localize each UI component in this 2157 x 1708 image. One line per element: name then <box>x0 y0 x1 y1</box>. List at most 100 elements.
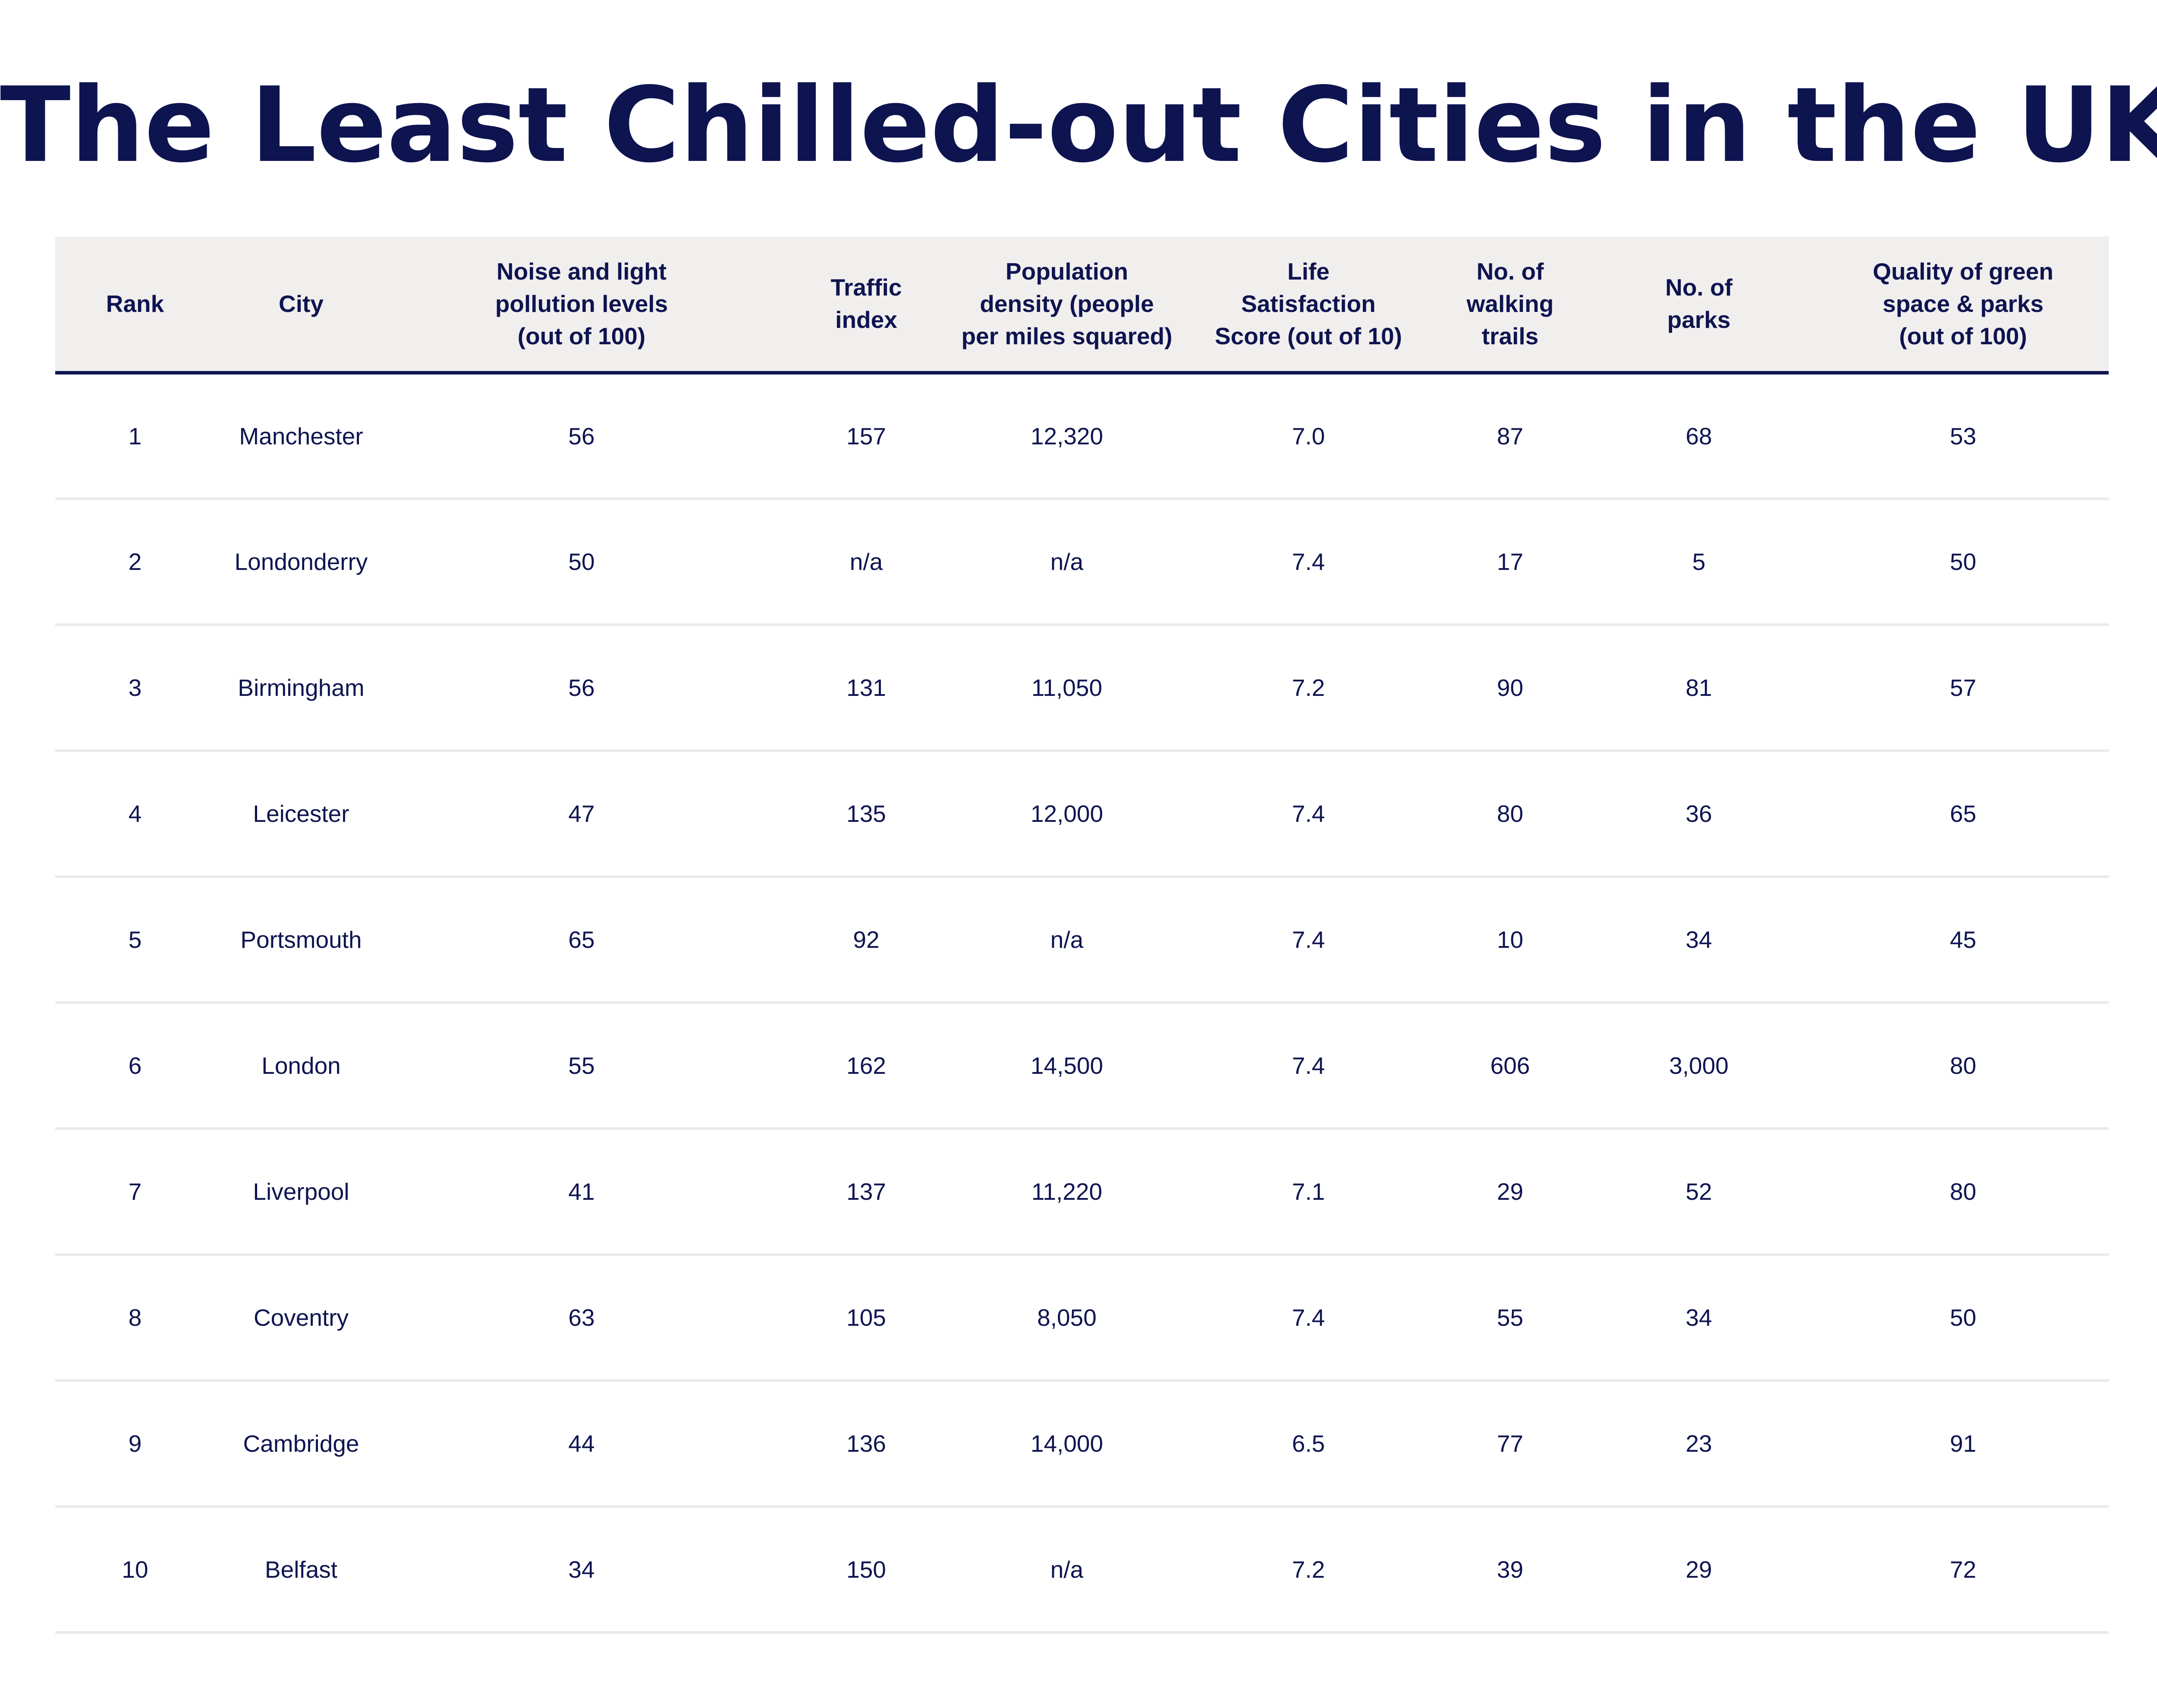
cell-walking-trails: 39 <box>1440 1507 1580 1634</box>
cell-city: Cambridge <box>215 1381 387 1508</box>
cell-green-space-quality: 65 <box>1817 751 2109 878</box>
cell-life-satisfaction: 7.0 <box>1177 373 1440 500</box>
column-header-parks: No. of parks <box>1580 236 1817 374</box>
cell-city: Leicester <box>215 751 387 878</box>
cell-life-satisfaction: 7.2 <box>1177 625 1440 752</box>
cell-traffic-index: n/a <box>776 499 957 626</box>
cell-rank: 10 <box>55 1507 215 1634</box>
cell-walking-trails: 87 <box>1440 373 1580 500</box>
table-row: 4 Leicester 47 135 12,000 7.4 80 36 65 <box>55 751 2109 878</box>
cell-life-satisfaction: 7.4 <box>1177 877 1440 1004</box>
cell-traffic-index: 92 <box>776 877 957 1004</box>
cell-life-satisfaction: 7.4 <box>1177 1003 1440 1130</box>
cell-life-satisfaction: 6.5 <box>1177 1381 1440 1508</box>
cell-city: London <box>215 1003 387 1130</box>
cell-noise-light-pollution: 44 <box>387 1381 776 1508</box>
cell-walking-trails: 77 <box>1440 1381 1580 1508</box>
cell-walking-trails: 29 <box>1440 1129 1580 1256</box>
cell-traffic-index: 105 <box>776 1255 957 1382</box>
cell-noise-light-pollution: 56 <box>387 373 776 500</box>
column-header-green-space-quality: Quality of green space & parks (out of 1… <box>1817 236 2109 374</box>
cell-population-density: 11,220 <box>957 1129 1177 1256</box>
cell-population-density: 12,320 <box>957 373 1177 500</box>
cell-walking-trails: 55 <box>1440 1255 1580 1382</box>
cell-parks: 5 <box>1580 499 1817 626</box>
cell-population-density: n/a <box>957 499 1177 626</box>
cell-city: Coventry <box>215 1255 387 1382</box>
column-header-population-density: Population density (people per miles squ… <box>957 236 1177 374</box>
cell-rank: 8 <box>55 1255 215 1382</box>
cell-parks: 34 <box>1580 877 1817 1004</box>
cell-parks: 3,000 <box>1580 1003 1817 1130</box>
header-row: Rank City Noise and light pollution levels… <box>55 236 2109 374</box>
cell-city: Liverpool <box>215 1129 387 1256</box>
cell-population-density: 14,500 <box>957 1003 1177 1130</box>
cell-life-satisfaction: 7.2 <box>1177 1507 1440 1634</box>
rankings-table: Rank City Noise and light pollution levels… <box>55 236 2109 1634</box>
column-header-traffic-index: Traffic index <box>776 236 957 374</box>
cell-city: Manchester <box>215 373 387 500</box>
column-header-city: City <box>215 236 387 374</box>
cell-rank: 6 <box>55 1003 215 1130</box>
table-body: 1 Manchester 56 157 12,320 7.0 87 68 53 2 Londonde… <box>55 373 2109 1634</box>
cell-population-density: 14,000 <box>957 1381 1177 1508</box>
cell-city: Portsmouth <box>215 877 387 1004</box>
cell-green-space-quality: 91 <box>1817 1381 2109 1508</box>
cell-green-space-quality: 50 <box>1817 1255 2109 1382</box>
table-row: 9 Cambridge 44 136 14,000 6.5 77 23 91 <box>55 1381 2109 1508</box>
cell-life-satisfaction: 7.1 <box>1177 1129 1440 1256</box>
cell-walking-trails: 90 <box>1440 625 1580 752</box>
cell-traffic-index: 150 <box>776 1507 957 1634</box>
cell-population-density: 12,000 <box>957 751 1177 878</box>
table-row: 10 Belfast 34 150 n/a 7.2 39 29 72 <box>55 1507 2109 1634</box>
cell-green-space-quality: 53 <box>1817 373 2109 500</box>
cell-walking-trails: 606 <box>1440 1003 1580 1130</box>
column-header-noise-light-pollution: Noise and light pollution levels (out of… <box>387 236 776 374</box>
cell-green-space-quality: 80 <box>1817 1003 2109 1130</box>
cell-green-space-quality: 57 <box>1817 625 2109 752</box>
column-header-walking-trails: No. of walking trails <box>1440 236 1580 374</box>
cell-green-space-quality: 80 <box>1817 1129 2109 1256</box>
table-row: 3 Birmingham 56 131 11,050 7.2 90 81 57 <box>55 625 2109 752</box>
cell-traffic-index: 136 <box>776 1381 957 1508</box>
cell-green-space-quality: 45 <box>1817 877 2109 1004</box>
cell-noise-light-pollution: 63 <box>387 1255 776 1382</box>
cell-noise-light-pollution: 56 <box>387 625 776 752</box>
cell-parks: 23 <box>1580 1381 1817 1508</box>
cell-parks: 29 <box>1580 1507 1817 1634</box>
cell-parks: 68 <box>1580 373 1817 500</box>
cell-noise-light-pollution: 50 <box>387 499 776 626</box>
table-row: 2 Londonderry 50 n/a n/a 7.4 17 5 50 <box>55 499 2109 626</box>
table-row: 6 London 55 162 14,500 7.4 606 3,000 80 <box>55 1003 2109 1130</box>
table-row: 1 Manchester 56 157 12,320 7.0 87 68 53 <box>55 373 2109 500</box>
cell-population-density: n/a <box>957 1507 1177 1634</box>
cell-rank: 4 <box>55 751 215 878</box>
cell-noise-light-pollution: 34 <box>387 1507 776 1634</box>
cell-walking-trails: 17 <box>1440 499 1580 626</box>
cell-noise-light-pollution: 65 <box>387 877 776 1004</box>
cell-life-satisfaction: 7.4 <box>1177 1255 1440 1382</box>
column-header-life-satisfaction: Life Satisfaction Score (out of 10) <box>1177 236 1440 374</box>
cell-city: Belfast <box>215 1507 387 1634</box>
cell-walking-trails: 10 <box>1440 877 1580 1004</box>
table-row: 5 Portsmouth 65 92 n/a 7.4 10 34 45 <box>55 877 2109 1004</box>
cell-noise-light-pollution: 47 <box>387 751 776 878</box>
cell-life-satisfaction: 7.4 <box>1177 751 1440 878</box>
cell-population-density: 11,050 <box>957 625 1177 752</box>
cell-life-satisfaction: 7.4 <box>1177 499 1440 626</box>
cell-population-density: n/a <box>957 877 1177 1004</box>
cell-noise-light-pollution: 55 <box>387 1003 776 1130</box>
cell-city: Birmingham <box>215 625 387 752</box>
cell-rank: 2 <box>55 499 215 626</box>
cell-walking-trails: 80 <box>1440 751 1580 878</box>
cell-green-space-quality: 50 <box>1817 499 2109 626</box>
cell-traffic-index: 137 <box>776 1129 957 1256</box>
cell-traffic-index: 157 <box>776 373 957 500</box>
cell-parks: 34 <box>1580 1255 1817 1382</box>
table-row: 8 Coventry 63 105 8,050 7.4 55 34 50 <box>55 1255 2109 1382</box>
cell-traffic-index: 131 <box>776 625 957 752</box>
table-row: 7 Liverpool 41 137 11,220 7.1 29 52 80 <box>55 1129 2109 1256</box>
cell-traffic-index: 162 <box>776 1003 957 1130</box>
cell-rank: 7 <box>55 1129 215 1256</box>
cell-rank: 5 <box>55 877 215 1004</box>
